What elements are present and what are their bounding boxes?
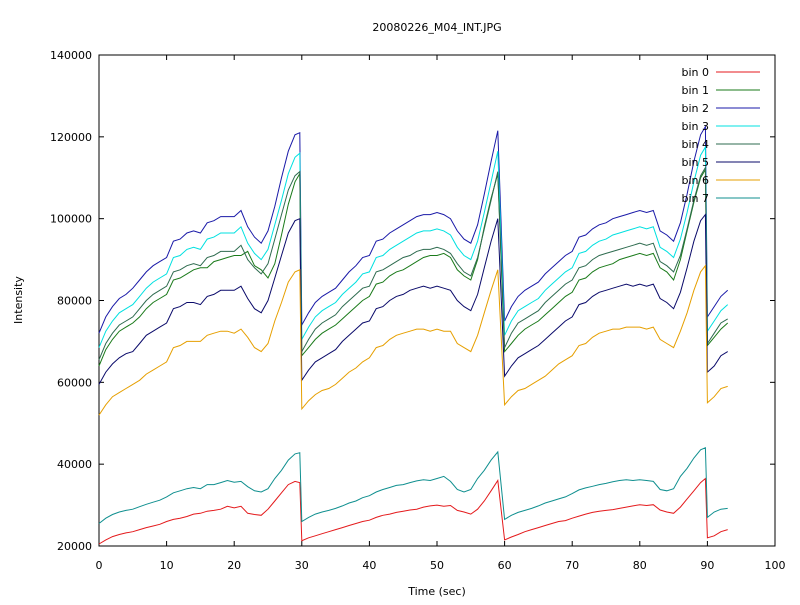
series-line-bin-4 — [98, 165, 728, 360]
y-tick-label: 140000 — [50, 49, 92, 62]
x-tick-label: 100 — [765, 559, 786, 572]
legend-label: bin 1 — [681, 84, 709, 97]
chart-title: 20080226_M04_INT.JPG — [372, 21, 501, 34]
y-tick-label: 100000 — [50, 213, 92, 226]
x-tick-label: 60 — [498, 559, 512, 572]
series-line-bin-6 — [98, 264, 728, 416]
legend-label: bin 5 — [681, 156, 709, 169]
x-tick-label: 50 — [430, 559, 444, 572]
x-tick-label: 70 — [565, 559, 579, 572]
legend-label: bin 3 — [681, 120, 709, 133]
y-tick-label: 80000 — [57, 295, 92, 308]
x-axis: 0 10 20 30 40 50 60 70 80 90 100 — [96, 55, 786, 572]
legend-label: bin 2 — [681, 102, 709, 115]
series-line-bin-0 — [98, 477, 728, 545]
series-line-bin-7 — [98, 447, 728, 524]
y-tick-label: 20000 — [57, 540, 92, 553]
legend-label: bin 0 — [681, 66, 709, 79]
y-axis-label: Intensity — [12, 276, 25, 324]
x-tick-label: 80 — [633, 559, 647, 572]
series-line-bin-1 — [98, 167, 729, 367]
x-tick-label: 0 — [96, 559, 103, 572]
legend-label: bin 4 — [681, 138, 709, 151]
x-tick-label: 40 — [362, 559, 376, 572]
legend-label: bin 7 — [681, 192, 709, 205]
plot-frame — [98, 54, 776, 547]
series-line-bin-2 — [98, 124, 729, 334]
series-line-bin-3 — [98, 145, 729, 348]
legend: bin 0 bin 1 bin 2 bin 3 bin 4 bin 5 bin 6 bin 7 — [681, 66, 760, 205]
y-tick-label: 40000 — [57, 458, 92, 471]
series-line-bin-5 — [98, 213, 728, 385]
y-tick-label: 120000 — [50, 131, 92, 144]
x-tick-label: 90 — [700, 559, 714, 572]
x-axis-label: Time (sec) — [407, 585, 466, 598]
x-tick-label: 10 — [160, 559, 174, 572]
series-layer — [98, 124, 729, 545]
x-tick-label: 20 — [227, 559, 241, 572]
legend-label: bin 6 — [681, 174, 709, 187]
y-axis: 20000 40000 60000 80000 100000 120000 140000 — [50, 49, 775, 553]
x-tick-label: 30 — [295, 559, 309, 572]
y-tick-label: 60000 — [57, 376, 92, 389]
